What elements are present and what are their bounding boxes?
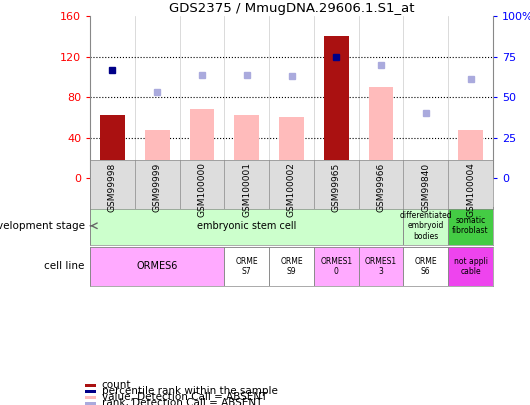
Bar xyxy=(269,247,314,286)
Text: GSM99965: GSM99965 xyxy=(332,162,341,212)
Bar xyxy=(314,247,359,286)
Text: GSM99998: GSM99998 xyxy=(108,162,117,212)
Text: ORME
S6: ORME S6 xyxy=(414,257,437,276)
Bar xyxy=(413,170,438,178)
Bar xyxy=(448,207,493,245)
Bar xyxy=(403,247,448,286)
Title: GDS2375 / MmugDNA.29606.1.S1_at: GDS2375 / MmugDNA.29606.1.S1_at xyxy=(169,2,414,15)
Bar xyxy=(145,130,170,178)
Text: GSM99840: GSM99840 xyxy=(421,162,430,211)
Bar xyxy=(85,396,96,399)
Bar xyxy=(403,207,448,245)
Text: differentiated
embryoid
bodies: differentiated embryoid bodies xyxy=(400,211,452,241)
Text: ORMES1
0: ORMES1 0 xyxy=(320,257,352,276)
Text: percentile rank within the sample: percentile rank within the sample xyxy=(102,386,278,396)
Text: development stage: development stage xyxy=(0,221,85,231)
Text: GSM100001: GSM100001 xyxy=(242,162,251,217)
Text: GSM99966: GSM99966 xyxy=(376,162,385,212)
Text: GSM99999: GSM99999 xyxy=(153,162,162,212)
Bar xyxy=(85,402,96,405)
Text: somatic
fibroblast: somatic fibroblast xyxy=(452,216,489,235)
Bar xyxy=(224,247,269,286)
Text: cell line: cell line xyxy=(45,262,85,271)
Bar xyxy=(279,117,304,178)
Bar xyxy=(324,36,349,178)
Text: not appli
cable: not appli cable xyxy=(454,257,488,276)
Bar xyxy=(90,247,224,286)
Text: ORME
S7: ORME S7 xyxy=(235,257,258,276)
Text: embryonic stem cell: embryonic stem cell xyxy=(197,221,296,231)
Text: value, Detection Call = ABSENT: value, Detection Call = ABSENT xyxy=(102,392,267,402)
Bar xyxy=(369,87,393,178)
Bar xyxy=(190,109,214,178)
Text: ORME
S9: ORME S9 xyxy=(280,257,303,276)
Text: GSM100002: GSM100002 xyxy=(287,162,296,217)
Bar xyxy=(85,390,96,392)
Bar xyxy=(234,115,259,178)
Text: count: count xyxy=(102,380,131,390)
Text: GSM100000: GSM100000 xyxy=(198,162,207,217)
Text: ORMES1
3: ORMES1 3 xyxy=(365,257,397,276)
Text: GSM100004: GSM100004 xyxy=(466,162,475,217)
Bar xyxy=(90,207,403,245)
Text: ORMES6: ORMES6 xyxy=(137,261,178,271)
Text: rank, Detection Call = ABSENT: rank, Detection Call = ABSENT xyxy=(102,398,262,405)
Bar xyxy=(100,115,125,178)
Bar xyxy=(85,384,96,387)
Bar xyxy=(458,130,483,178)
Bar xyxy=(359,247,403,286)
Bar xyxy=(448,247,493,286)
